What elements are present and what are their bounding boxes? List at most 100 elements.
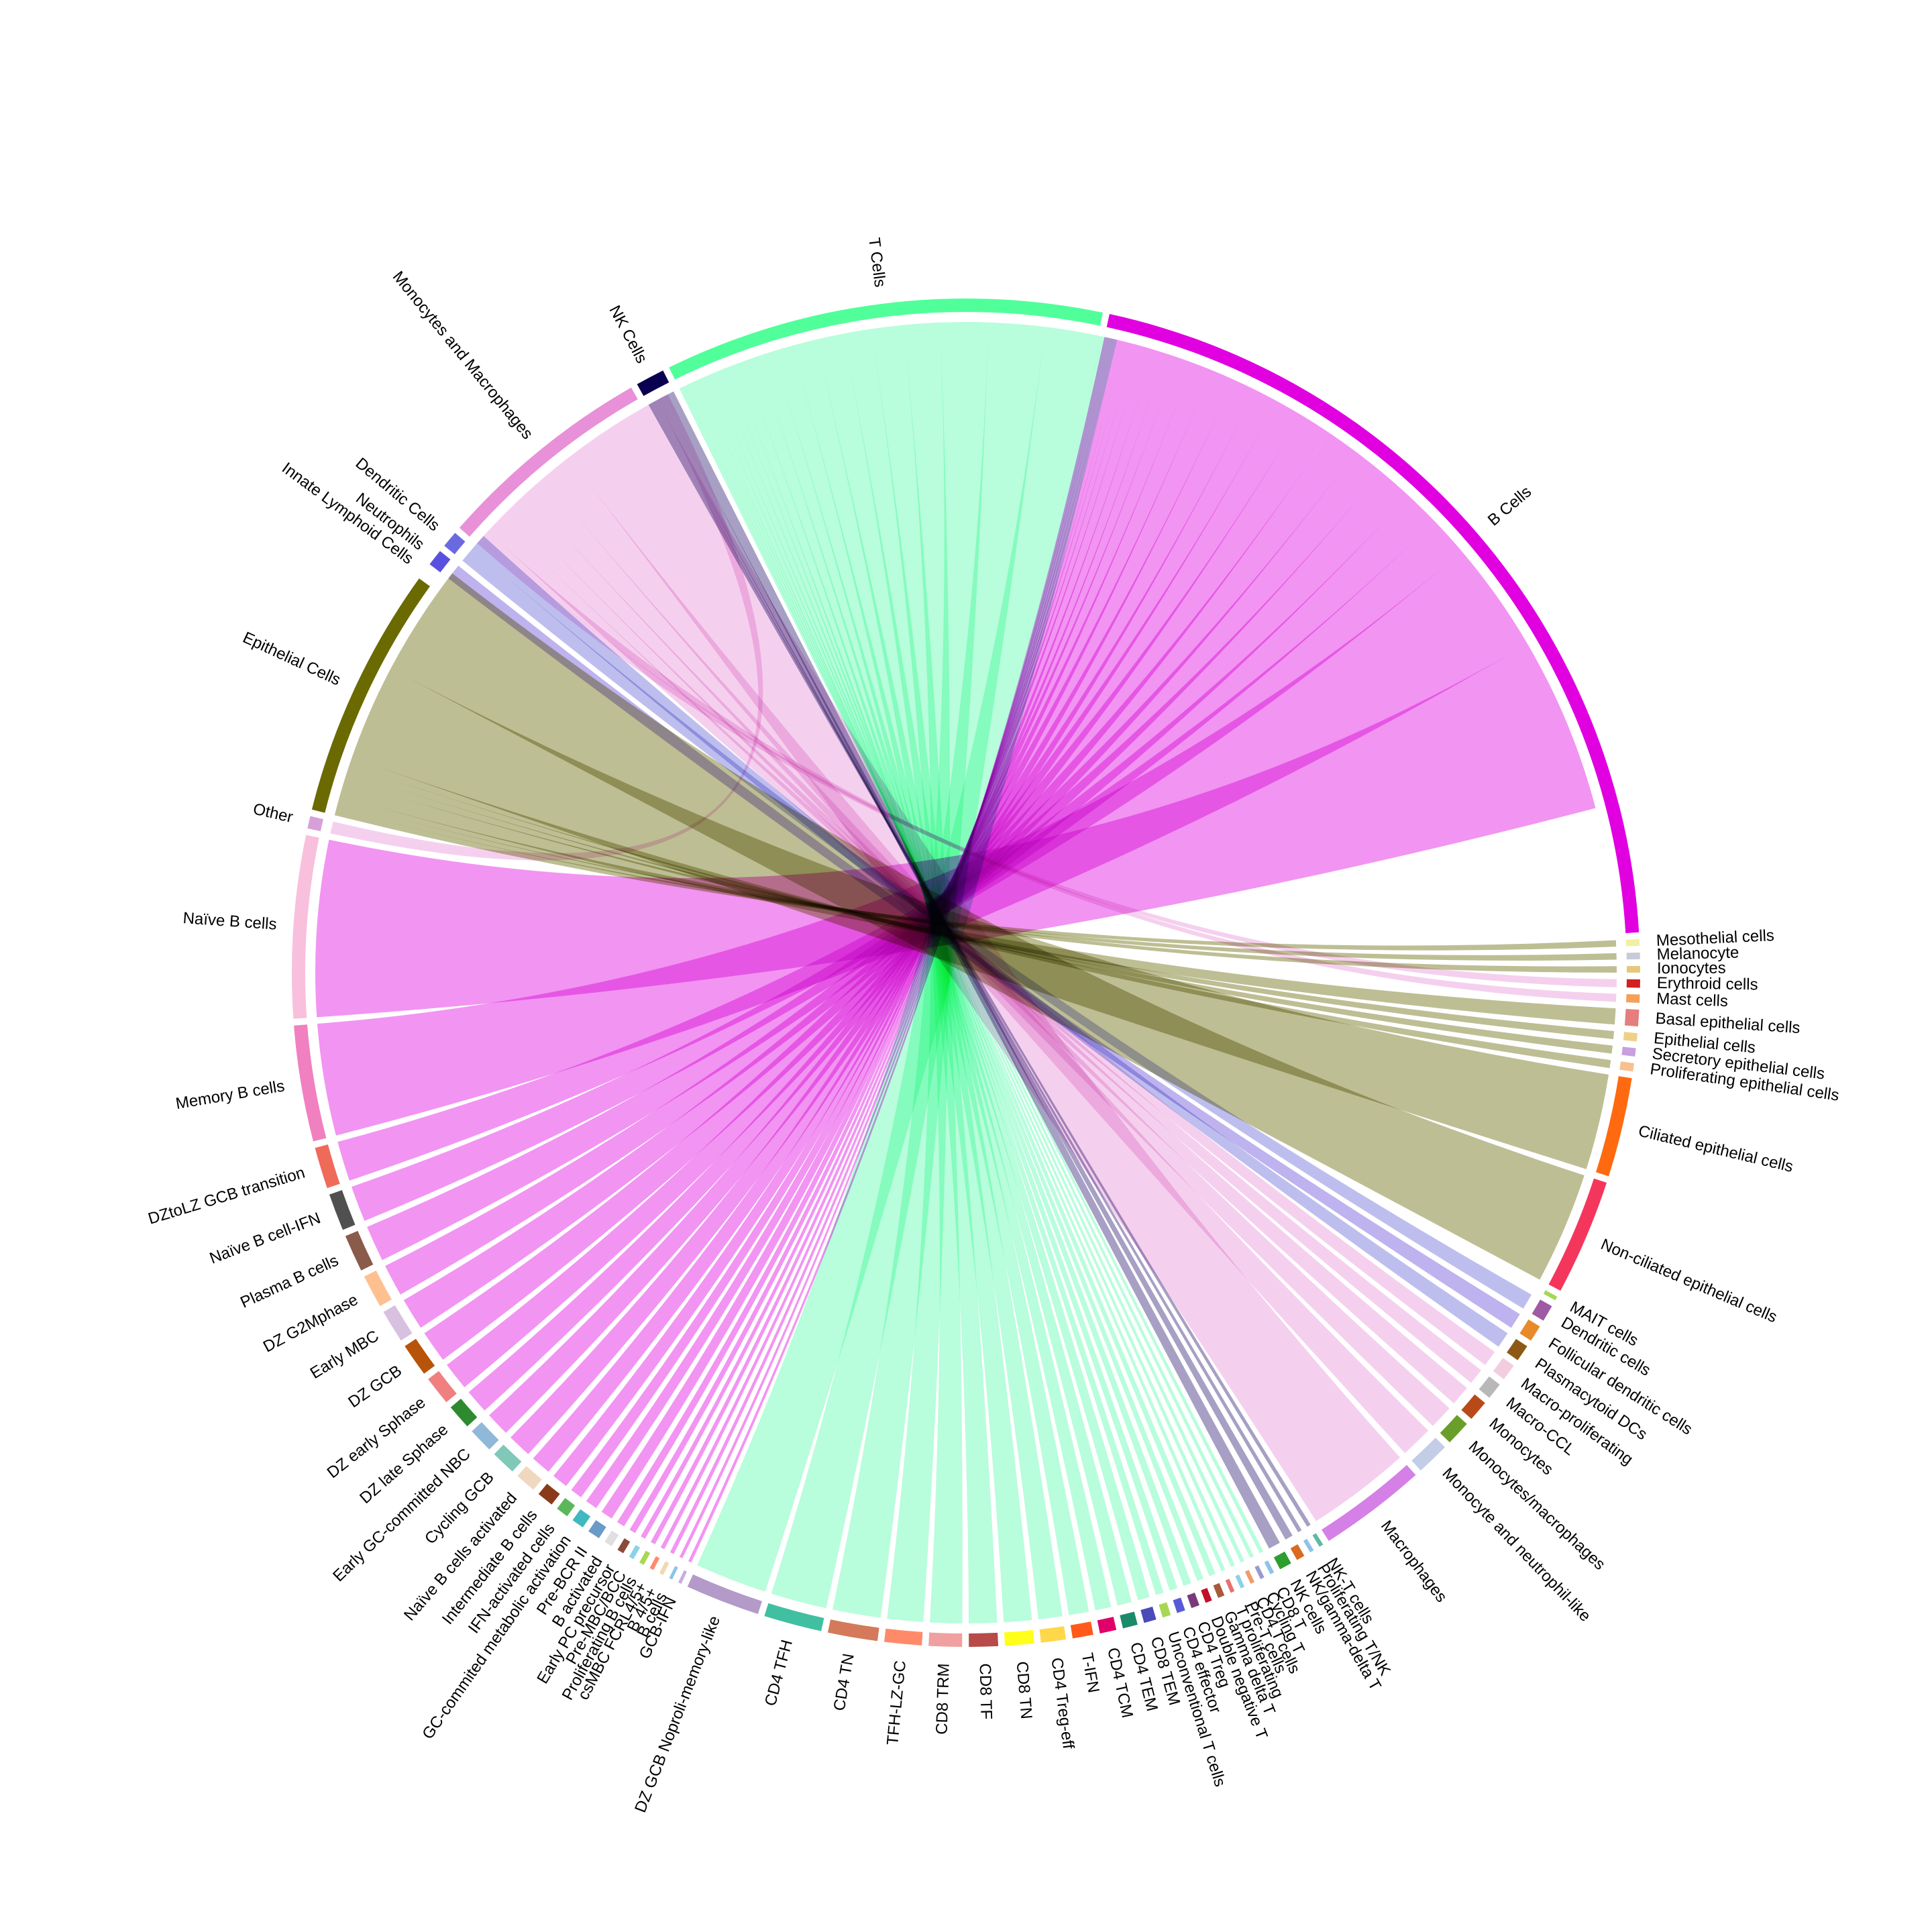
arc-cd4-t-cells — [1244, 1570, 1255, 1585]
chord-dz-gcb-noproli-memory-like — [697, 327, 1118, 1592]
label-macrophages: Macrophages — [1377, 1517, 1450, 1606]
chord-na-ve-b-cells — [315, 643, 1596, 1018]
chord-dztolz-gcb-transition — [337, 521, 1462, 1181]
arc-monocyte-and-neutrophil-like — [1411, 1438, 1445, 1470]
chord-t-proliferating — [694, 380, 1226, 1572]
label-t-cells: T Cells — [865, 237, 889, 288]
arc-dz-gcb — [405, 1338, 435, 1374]
label-ionocytes: Ionocytes — [1657, 959, 1726, 978]
chord-cd8-tem — [732, 361, 1150, 1601]
arc-macro-ccl — [1479, 1376, 1500, 1398]
chord-cd4-tcm — [757, 351, 1112, 1611]
label-non-ciliated-epithelial-cells: Non-ciliated epithelial cells — [1598, 1235, 1780, 1326]
arc-unconventional-t-cells — [1159, 1602, 1171, 1618]
arc-b-4-5 — [659, 1561, 669, 1575]
chord-monocytes-macrophages — [525, 478, 1450, 1426]
arc-other — [307, 816, 323, 832]
arc-early-gc-committed-nbc — [472, 1422, 499, 1450]
arc-cd4-treg-eff — [1039, 1626, 1067, 1643]
arc-mast-cells — [1626, 994, 1640, 1004]
arc-epithelial-cells — [311, 578, 430, 813]
arc-gamma-delta-t — [1213, 1582, 1225, 1599]
label-epithelial-cells: Epithelial Cells — [240, 629, 343, 690]
arc-cd4-tn — [827, 1619, 879, 1642]
chord-double-negative-t — [703, 374, 1203, 1581]
arc-pre-t-cells — [1235, 1574, 1245, 1589]
label-early-mbc: Early MBC — [307, 1327, 382, 1383]
arc-cd4-tem — [1120, 1611, 1138, 1629]
arc-cd4-tcm — [1097, 1617, 1117, 1633]
label-dz-early-sphase: DZ early Sphase — [324, 1393, 429, 1482]
arc-cycling-t — [1254, 1565, 1265, 1580]
chord-dendritic-cells — [462, 548, 1532, 1309]
arc-monocytes-macrophages — [1440, 1415, 1467, 1443]
chord-gamma-delta-t — [698, 377, 1216, 1576]
chord-macro-proliferating — [488, 519, 1495, 1365]
arc-non-ciliated-epithelial-cells — [1548, 1178, 1607, 1291]
chord-cd4-treg — [709, 371, 1191, 1587]
arc-mesothelial-cells — [1625, 938, 1640, 947]
arc-intermediate-b-cells — [538, 1483, 560, 1505]
arc-proliferating-t-nk — [1303, 1538, 1314, 1553]
label-erythroid-cells: Erythroid cells — [1657, 974, 1758, 994]
label-na-ve-b-cell-ifn: Naïve B cell-IFN — [207, 1209, 323, 1267]
chord-cd4-tfh — [771, 322, 1046, 1609]
label-mast-cells: Mast cells — [1656, 989, 1729, 1010]
arc-plasmacytoid-dcs — [1507, 1338, 1527, 1360]
arc-plasma-b-cells — [345, 1230, 374, 1271]
arc-proliferating-epithelial-cells — [1619, 1061, 1634, 1072]
arc-double-negative-t — [1201, 1588, 1212, 1603]
label-t-ifn: T-IFN — [1078, 1652, 1103, 1695]
arc-cd8-trm — [928, 1632, 963, 1647]
arc-ifn-activated-cells — [557, 1498, 576, 1517]
arc-pre-mbc-bcc — [629, 1545, 641, 1560]
arc-b-cells — [1106, 314, 1640, 933]
chord-ciliated-epithelial-cells — [352, 668, 1609, 1169]
arc-t-ifn — [1070, 1621, 1093, 1639]
label-cd4-tn: CD4 TN — [830, 1652, 858, 1713]
chord-cd8-t — [679, 386, 1264, 1554]
arc-nk-t-cells — [1312, 1533, 1324, 1547]
arc-macrophages — [1322, 1464, 1416, 1542]
chord-na-ve-b-cell-ifn — [352, 495, 1435, 1222]
arc-proliferating-b-cells — [639, 1550, 651, 1565]
arc-neutrophils — [429, 551, 451, 573]
chord-cd8-tn — [816, 333, 1032, 1623]
arc-gcb-ifn — [678, 1570, 688, 1585]
arc-cd4-effector — [1173, 1597, 1185, 1613]
label-b-cells: B Cells — [1485, 482, 1535, 529]
arc-macro-proliferating — [1493, 1358, 1514, 1379]
arc-dendritic-cells — [444, 533, 466, 555]
arc-epithelial-cells — [1623, 1032, 1638, 1042]
chord-t-ifn — [772, 345, 1089, 1615]
arc-na-ve-b-cells-activated — [517, 1466, 542, 1490]
chord-basal-epithelial-cells — [339, 780, 1616, 1025]
arc-cd8-tn — [1004, 1629, 1034, 1646]
label-monocytes-and-macrophages: Monocytes and Macrophages — [389, 268, 537, 443]
chord-cd4-tn — [833, 321, 989, 1618]
chord-macrophages — [568, 400, 1401, 1521]
arc-dztolz-gcb-transition — [315, 1144, 340, 1189]
arc-basal-epithelial-cells — [1624, 1008, 1640, 1027]
label-innate-lymphoid-cells: Innate Lymphoid Cells — [278, 459, 417, 568]
chord-cd8-tf — [843, 329, 998, 1623]
label-dztolz-gcb-transition: DZtoLZ GCB transition — [146, 1164, 307, 1228]
arc-csmbc-fcrl4-5 — [649, 1556, 660, 1570]
chord-plasma-b-cells — [367, 472, 1409, 1260]
arc-monocytes — [1461, 1394, 1485, 1419]
arc-dz-gcb-noproli-memory-like — [687, 1574, 762, 1614]
arc-cd8-tf — [969, 1632, 999, 1647]
arc-follicular-dendritic-cells — [1519, 1319, 1540, 1341]
label-plasma-b-cells: Plasma B cells — [237, 1252, 341, 1312]
arc-cd8-tem — [1140, 1606, 1157, 1623]
arc-cd4-treg — [1187, 1593, 1199, 1609]
arc-nk-gamma-delta-t — [1290, 1544, 1305, 1560]
label-melanocyte: Melanocyte — [1656, 943, 1739, 963]
arc-early-mbc — [383, 1305, 413, 1341]
arc-ionocytes — [1626, 965, 1640, 973]
outer-arcs — [291, 299, 1640, 1647]
arc-erythroid-cells — [1626, 979, 1640, 988]
arc-t-proliferating — [1225, 1578, 1235, 1593]
chord-follicular-dendritic-cells — [448, 566, 1520, 1328]
